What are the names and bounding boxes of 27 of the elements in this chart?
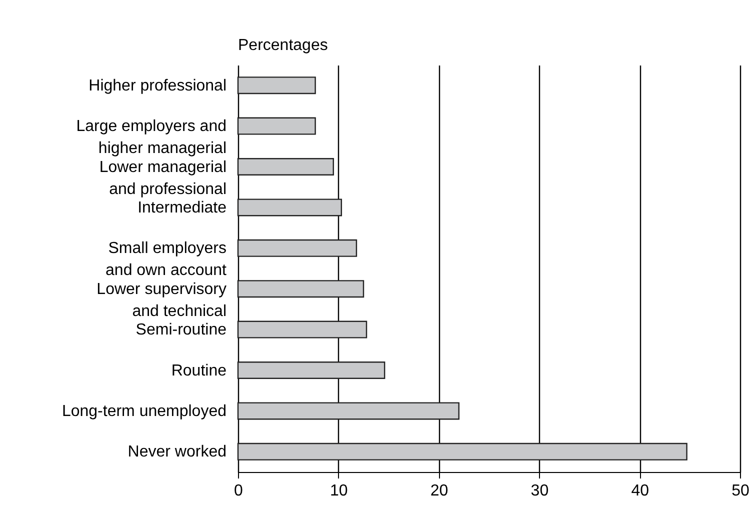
bar xyxy=(237,320,368,338)
bar xyxy=(237,76,316,94)
y-tick-label: Large employers and higher managerial xyxy=(76,118,226,158)
x-tick-label: 10 xyxy=(330,482,348,500)
y-tick-label: Intermediate xyxy=(138,199,227,216)
x-tick-label: 50 xyxy=(732,482,750,500)
y-tick-label: Semi-routine xyxy=(136,322,227,339)
y-tick-label: Lower supervisory and technical xyxy=(96,280,226,320)
x-tick-label: 40 xyxy=(631,482,650,500)
x-tick-label: 0 xyxy=(234,482,244,500)
x-tick-label: 20 xyxy=(430,482,448,500)
bar xyxy=(237,158,334,176)
bar xyxy=(237,117,316,135)
y-tick-label: Routine xyxy=(171,362,227,380)
y-tick-label: Never worked xyxy=(128,444,226,461)
bar xyxy=(237,198,342,216)
bar xyxy=(237,280,364,298)
y-tick-label: Higher professional xyxy=(88,77,226,94)
bar xyxy=(237,239,358,257)
x-axis-title: Percentages xyxy=(238,37,328,54)
bar xyxy=(237,442,688,460)
y-tick-label: Lower managerial and professional xyxy=(99,158,226,198)
y-tick-label: Long-term unemployed xyxy=(62,402,226,420)
y-tick-label: Small employers and own account xyxy=(106,240,228,280)
bar xyxy=(237,362,386,379)
x-tick-label: 30 xyxy=(530,482,549,500)
bar xyxy=(237,402,460,420)
